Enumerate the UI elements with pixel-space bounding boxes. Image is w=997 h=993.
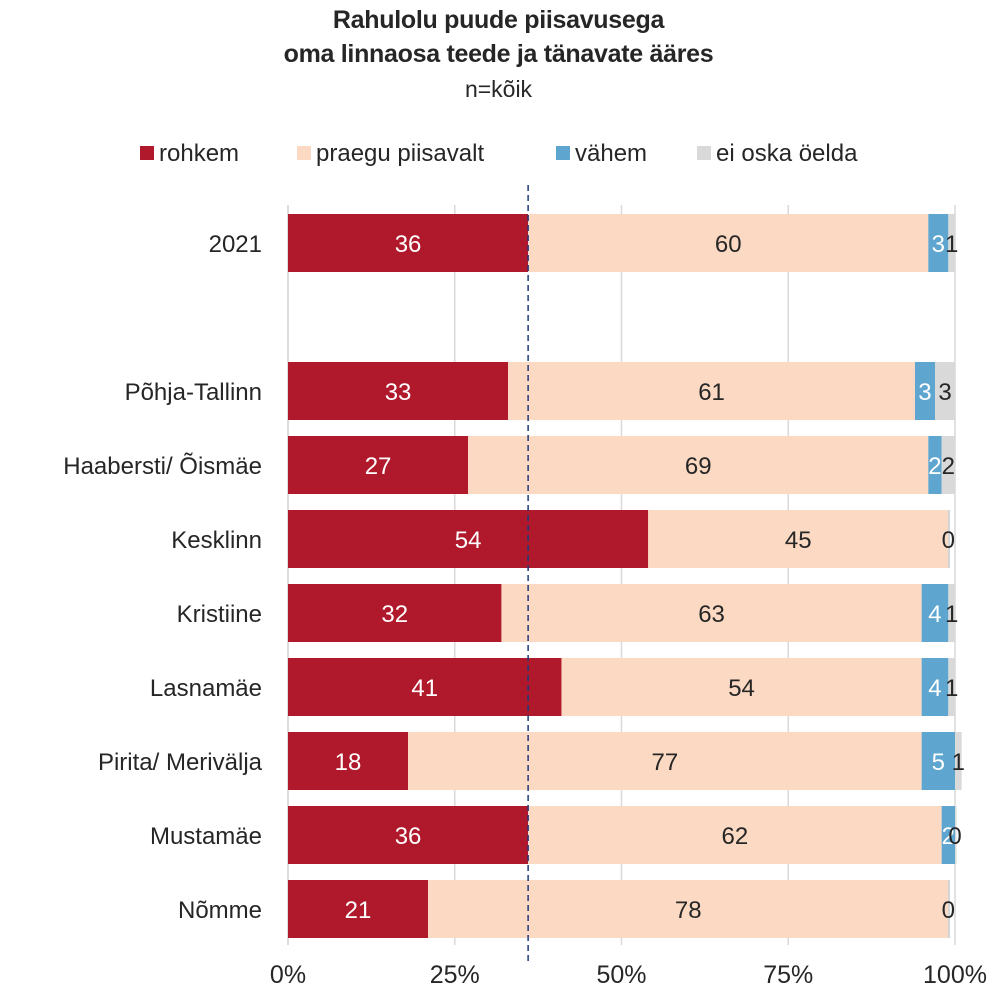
bar-segment [921, 732, 955, 790]
bar-segment [508, 362, 915, 420]
legend-label: vähem [575, 140, 647, 167]
data-label: 3 [918, 379, 931, 406]
category-label: Kesklinn [171, 527, 262, 554]
bar-segment [948, 510, 950, 568]
bar-segment [948, 584, 955, 642]
data-label: 4 [928, 601, 941, 628]
data-label: 3 [932, 231, 945, 258]
data-label: 4 [928, 675, 941, 702]
data-label: 5 [932, 749, 945, 776]
bar-segment [921, 658, 949, 716]
data-label: 36 [395, 231, 422, 258]
bar-segment [501, 584, 922, 642]
data-label: 1 [945, 231, 958, 258]
bar-segment [955, 806, 957, 864]
data-label: 41 [411, 675, 438, 702]
data-label: 36 [395, 823, 422, 850]
category-label: Haabersti/ Õismäe [63, 452, 262, 480]
data-label: 61 [698, 379, 725, 406]
bar-segment [428, 880, 949, 938]
bar-segment [914, 362, 935, 420]
bar-segment [561, 658, 922, 716]
category-label: Lasnamäe [150, 675, 262, 702]
chart-title: Rahulolu puude piisavusega [332, 6, 665, 34]
data-label: 77 [652, 749, 679, 776]
bar-segment [941, 806, 955, 864]
data-label: 1 [945, 601, 958, 628]
category-label: Põhja-Tallinn [125, 379, 262, 406]
data-label: 54 [455, 527, 482, 554]
bar-segment [468, 436, 929, 494]
x-tick-label: 0% [270, 961, 306, 989]
data-label: 60 [715, 231, 742, 258]
data-label: 0 [942, 527, 955, 554]
bar-segment [288, 880, 429, 938]
x-tick-label: 50% [596, 961, 646, 989]
bar-segment [928, 214, 949, 272]
bar-segment [288, 732, 409, 790]
bar-segment [528, 214, 929, 272]
category-label: Kristiine [177, 601, 262, 628]
data-label: 27 [365, 453, 392, 480]
bar-segment [288, 362, 509, 420]
x-tick-label: 75% [763, 961, 813, 989]
legend-swatch [297, 146, 311, 160]
chart-title-line2: oma linnaosa teede ja tänavate ääres [283, 40, 714, 68]
bar-segment [528, 806, 942, 864]
data-label: 32 [381, 601, 408, 628]
category-label: 2021 [209, 231, 262, 258]
legend-swatch [556, 146, 570, 160]
data-label: 33 [385, 379, 412, 406]
data-label: 0 [948, 823, 961, 850]
bar-segment [288, 584, 502, 642]
data-label: 54 [728, 675, 755, 702]
bar-segment [921, 584, 949, 642]
data-label: 62 [722, 823, 749, 850]
bar-segment [948, 214, 955, 272]
category-label: Nõmme [178, 897, 262, 924]
bar-segment [955, 732, 962, 790]
data-label: 78 [675, 897, 702, 924]
x-tick-label: 100% [923, 961, 987, 989]
x-tick-label: 25% [430, 961, 480, 989]
bar-segment [288, 436, 469, 494]
data-label: 0 [942, 897, 955, 924]
bar-segment [948, 880, 950, 938]
legend-swatch [697, 146, 711, 160]
chart-subtitle: n=kõik [464, 76, 533, 102]
data-label: 18 [335, 749, 362, 776]
bar-segment [288, 658, 562, 716]
bar-segment [288, 214, 529, 272]
legend-label: rohkem [159, 140, 239, 167]
legend-label: praegu piisavalt [316, 140, 484, 167]
bar-segment [648, 510, 949, 568]
data-label: 1 [952, 749, 965, 776]
data-label: 1 [945, 675, 958, 702]
bar-segment [934, 362, 955, 420]
bar-segment [408, 732, 922, 790]
data-label: 2 [942, 453, 955, 480]
legend-label: ei oska öelda [716, 140, 858, 167]
data-label: 63 [698, 601, 725, 628]
data-label: 21 [345, 897, 372, 924]
data-label: 2 [942, 823, 955, 850]
legend-swatch [140, 146, 154, 160]
category-label: Mustamäe [150, 823, 262, 850]
bar-segment [928, 436, 942, 494]
data-label: 45 [785, 527, 812, 554]
bar-segment [948, 658, 955, 716]
bar-segment [941, 436, 955, 494]
bar-segment [288, 806, 529, 864]
category-label: Pirita/ Merivälja [98, 749, 263, 776]
bar-segment [288, 510, 649, 568]
data-label: 2 [928, 453, 941, 480]
data-label: 69 [685, 453, 712, 480]
data-label: 3 [938, 379, 951, 406]
